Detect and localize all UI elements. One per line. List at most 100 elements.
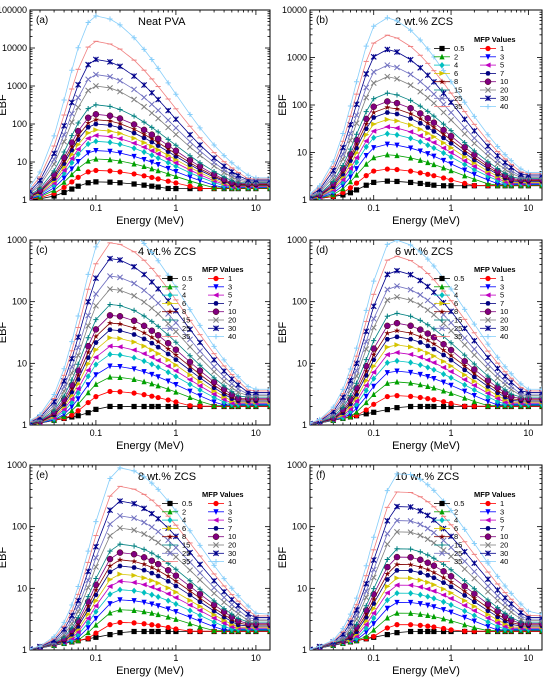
data-point bbox=[394, 405, 400, 411]
data-point bbox=[131, 565, 137, 570]
data-point bbox=[149, 570, 155, 576]
data-point bbox=[155, 154, 161, 162]
data-point bbox=[197, 362, 203, 368]
data-point bbox=[371, 621, 377, 627]
data-point bbox=[502, 583, 508, 589]
data-point bbox=[93, 127, 100, 133]
data-point bbox=[210, 391, 217, 397]
plot-frame bbox=[309, 464, 543, 651]
data-point bbox=[408, 135, 414, 142]
data-point bbox=[518, 619, 524, 625]
y-tick-label: 1 bbox=[22, 645, 27, 655]
data-point bbox=[430, 311, 437, 318]
data-point bbox=[417, 120, 423, 126]
data-point bbox=[340, 626, 346, 632]
data-point bbox=[502, 180, 508, 187]
data-point bbox=[116, 578, 123, 584]
data-point bbox=[407, 71, 414, 78]
legend-marker bbox=[485, 542, 491, 548]
x-axis-label: Energy (MeV) bbox=[116, 665, 184, 677]
data-point bbox=[211, 142, 217, 148]
data-point bbox=[384, 344, 391, 350]
data-point bbox=[448, 286, 454, 292]
legend-marker bbox=[484, 517, 491, 523]
data-point bbox=[440, 101, 447, 108]
data-point bbox=[448, 319, 455, 326]
data-point bbox=[363, 603, 369, 609]
legend-entry: 5 bbox=[228, 516, 232, 525]
data-point bbox=[117, 606, 123, 613]
data-point bbox=[173, 403, 179, 410]
data-point bbox=[131, 339, 138, 345]
data-point bbox=[330, 178, 336, 185]
data-point bbox=[197, 599, 203, 604]
data-point bbox=[370, 610, 377, 616]
legend-entry: 30 bbox=[500, 324, 508, 333]
data-point bbox=[85, 135, 91, 141]
data-point bbox=[394, 267, 400, 274]
data-point bbox=[141, 505, 148, 512]
data-point bbox=[149, 393, 155, 399]
legend-entry: 5 bbox=[500, 61, 504, 70]
x-tick-label: 1 bbox=[173, 203, 178, 213]
legend-title: MFP Values bbox=[202, 490, 244, 499]
data-point bbox=[471, 568, 478, 575]
data-point bbox=[187, 343, 193, 350]
data-point bbox=[155, 338, 162, 345]
data-point bbox=[370, 128, 377, 134]
data-point bbox=[172, 147, 180, 155]
data-point bbox=[141, 299, 148, 306]
data-point bbox=[173, 180, 179, 186]
series-group bbox=[30, 465, 270, 650]
data-point bbox=[462, 172, 468, 179]
data-point bbox=[155, 344, 161, 350]
legend-entry: 5 bbox=[500, 291, 504, 300]
data-point bbox=[107, 601, 113, 607]
data-point bbox=[187, 549, 193, 556]
data-point bbox=[141, 567, 147, 573]
series-group bbox=[310, 240, 542, 425]
x-tick-label: 0.1 bbox=[367, 203, 380, 213]
legend-entry: 25 bbox=[182, 549, 190, 558]
data-point bbox=[165, 403, 171, 410]
legend-entry: 3 bbox=[500, 282, 504, 291]
data-point bbox=[440, 628, 447, 635]
data-point bbox=[471, 171, 477, 178]
data-point bbox=[164, 339, 172, 347]
legend-marker bbox=[485, 317, 491, 323]
data-point bbox=[508, 600, 515, 607]
data-point bbox=[353, 79, 360, 85]
legend-entry: 4 bbox=[454, 516, 458, 525]
data-point bbox=[347, 103, 354, 109]
data-point bbox=[172, 116, 179, 123]
data-point bbox=[394, 111, 400, 117]
data-point bbox=[197, 561, 203, 568]
data-point bbox=[447, 595, 454, 602]
data-point bbox=[75, 146, 81, 152]
data-point bbox=[462, 367, 468, 373]
legend-marker bbox=[485, 275, 491, 282]
data-point bbox=[371, 375, 377, 382]
data-point bbox=[85, 602, 92, 609]
y-tick-label: 100 bbox=[292, 100, 307, 110]
data-point bbox=[462, 526, 468, 532]
data-point bbox=[417, 78, 424, 85]
data-point bbox=[353, 621, 360, 627]
legend-marker bbox=[213, 500, 219, 507]
data-point bbox=[107, 103, 113, 110]
data-point bbox=[131, 332, 137, 337]
data-point bbox=[448, 117, 455, 123]
plot-frame bbox=[29, 239, 271, 426]
data-point bbox=[173, 168, 179, 175]
data-point bbox=[172, 307, 179, 314]
legend-marker bbox=[485, 95, 491, 102]
data-point bbox=[155, 351, 162, 357]
data-point bbox=[107, 327, 113, 333]
data-point bbox=[471, 127, 478, 134]
data-point bbox=[448, 340, 454, 346]
data-point bbox=[197, 322, 203, 329]
data-point bbox=[155, 107, 162, 114]
data-point bbox=[384, 541, 391, 548]
data-point bbox=[408, 622, 414, 628]
